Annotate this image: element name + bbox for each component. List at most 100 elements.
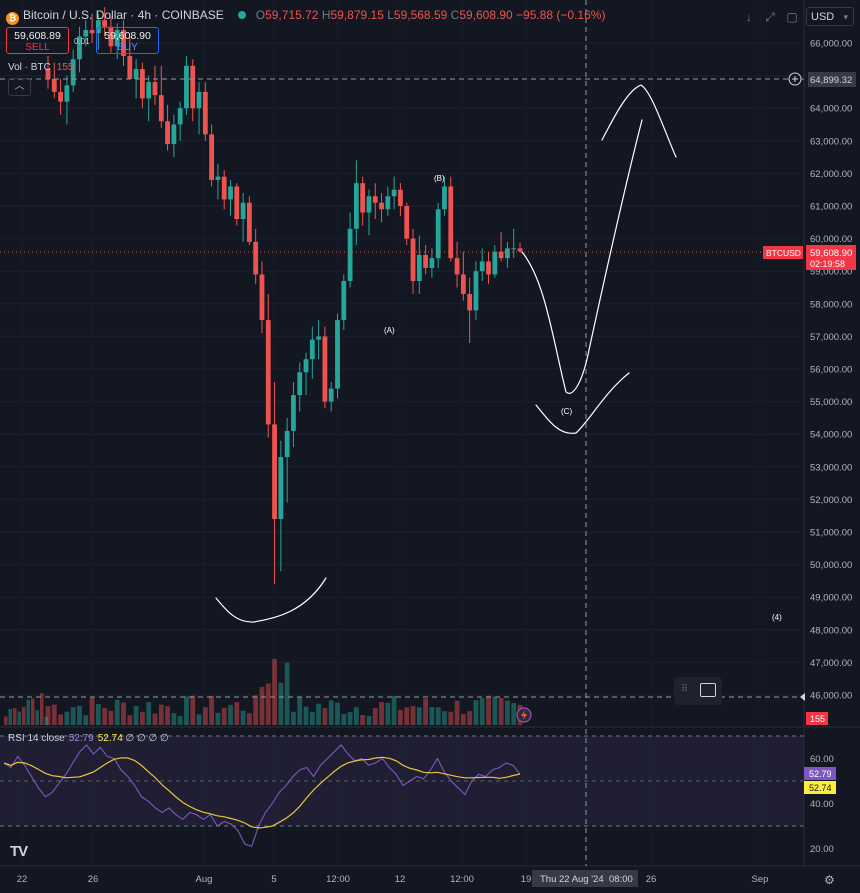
candle-body	[133, 69, 139, 79]
volume-bar	[89, 697, 95, 725]
volume-bar	[70, 707, 76, 725]
spread-value: 0.01	[74, 37, 90, 46]
drag-handle-icon[interactable]: ⠿	[681, 684, 689, 695]
candle-body	[347, 228, 353, 281]
screenshot-button[interactable]: ⠿	[674, 677, 722, 705]
volume-bar	[152, 713, 158, 725]
volume-bar	[202, 707, 208, 725]
volume-bar	[40, 693, 44, 725]
svg-text:64,899.32: 64,899.32	[810, 75, 852, 86]
price-tick-label: 50,000.00	[810, 560, 852, 571]
volume-bar	[423, 698, 428, 725]
candle-body	[416, 254, 422, 281]
gear-icon[interactable]: ⚙	[824, 873, 835, 887]
volume-bar	[353, 707, 359, 725]
volume-bar	[291, 711, 296, 725]
volume-bar	[83, 715, 89, 725]
candle-body	[190, 65, 196, 109]
symbol-header[interactable]: ₿ Bitcoin / U.S. Dollar · 4h · COINBASE O5…	[6, 8, 605, 25]
volume-bar	[460, 714, 466, 725]
volume-bar	[8, 708, 12, 725]
drawing-bottom-curve	[215, 577, 327, 623]
time-axis[interactable]: 22 26 Aug 5 12:00 12 12:00 19 26 Sep	[17, 874, 769, 885]
collapse-legend-button[interactable]: ︿	[8, 78, 31, 96]
candle-body	[246, 202, 252, 242]
candle-body	[360, 183, 366, 213]
volume-bar	[366, 715, 372, 725]
wave-label-4: (4)	[772, 613, 782, 622]
volume-bar	[26, 699, 30, 725]
volume-bar	[17, 711, 21, 725]
candle-body	[429, 258, 435, 268]
arrow-down-icon[interactable]: ↓	[746, 10, 752, 24]
volume-bar	[492, 696, 498, 725]
expand-icon[interactable]: ⤢	[765, 10, 775, 24]
rsi-tick-label: 60.00	[810, 754, 834, 765]
sell-button[interactable]: 59,608.89 SELL	[6, 27, 69, 54]
volume-bar	[209, 695, 215, 725]
candle-body	[171, 124, 177, 145]
candle-body	[486, 261, 491, 275]
time-tick-label: 19	[521, 874, 532, 885]
volume-bar	[35, 710, 39, 725]
volume-bar	[165, 706, 170, 725]
candle-body	[140, 69, 145, 99]
candlesticks	[45, 7, 523, 585]
candle-body	[45, 69, 51, 79]
candle-body	[398, 189, 403, 206]
volume-bar	[335, 702, 340, 725]
candle-body	[328, 388, 334, 402]
svg-text:52.79: 52.79	[809, 769, 832, 779]
candle-body	[297, 372, 303, 396]
candle-body	[309, 339, 315, 360]
rsi-line	[3, 744, 521, 847]
candle-body	[460, 274, 466, 295]
volume-bar	[31, 698, 35, 725]
volume-bar	[297, 697, 303, 725]
volume-bar	[51, 704, 57, 725]
candle-body	[202, 91, 208, 135]
candle-body	[95, 20, 101, 34]
candle-body	[372, 196, 378, 203]
volume-bar	[253, 695, 259, 725]
candle-body	[410, 238, 416, 281]
volume-bar	[416, 707, 422, 725]
rsi-legend[interactable]: RSI 14 close 52.79 52.74 ∅ ∅ ∅ ∅	[8, 733, 169, 744]
last-price-tag: 59,608.90 02:19:58	[806, 245, 856, 270]
volume-bar	[391, 695, 397, 725]
volume-bar	[133, 706, 139, 725]
volume-bar	[127, 715, 133, 725]
square-icon[interactable]: ▢	[786, 10, 798, 24]
volume-bar	[146, 702, 152, 725]
time-tick-label: Sep	[752, 874, 769, 885]
price-tick-label: 46,000.00	[810, 691, 852, 702]
currency-select[interactable]: USD	[806, 7, 854, 27]
volume-bar	[171, 713, 177, 725]
price-tick-label: 52,000.00	[810, 495, 852, 506]
volume-bar	[435, 707, 441, 725]
volume-bar	[347, 712, 353, 725]
add-alert-icon[interactable]	[788, 72, 802, 86]
volume-bar	[102, 707, 108, 725]
price-tick-label: 63,000.00	[810, 136, 852, 147]
lightning-icon[interactable]	[516, 707, 532, 723]
buy-button[interactable]: 59,608.90 BUY	[96, 27, 159, 54]
volume-bar	[196, 714, 202, 725]
volume-legend[interactable]: Vol · BTC 155	[8, 62, 74, 73]
candle-body	[505, 248, 510, 259]
price-tick-label: 51,000.00	[810, 528, 852, 539]
crosshair-time-tag: Thu 22 Aug '24 08:00	[532, 870, 638, 887]
volume-bar	[303, 706, 309, 725]
candle-body	[498, 251, 504, 259]
candle-body	[291, 395, 296, 431]
time-tick-label: 12:00	[450, 874, 474, 885]
candle-body	[442, 186, 447, 210]
svg-text:08:00: 08:00	[609, 874, 633, 885]
symbol-title: Bitcoin / U.S. Dollar · 4h · COINBASE	[23, 8, 224, 22]
candle-body	[77, 36, 82, 60]
candle-body	[467, 294, 473, 311]
volume-bar	[316, 703, 322, 725]
volume-bar	[379, 702, 384, 725]
volume-bar	[360, 715, 366, 725]
